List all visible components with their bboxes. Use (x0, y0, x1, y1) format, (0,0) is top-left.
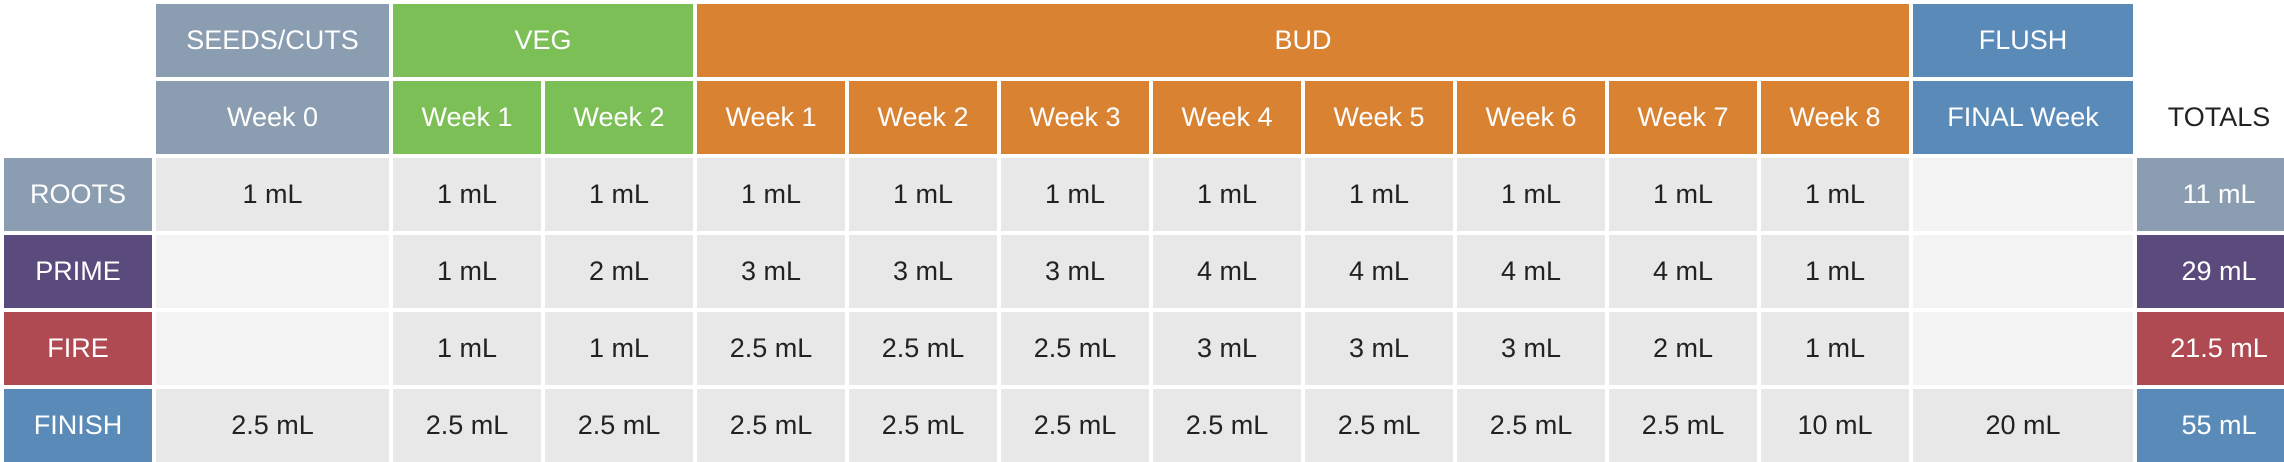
week-header: Week 1 (393, 81, 541, 154)
dose-cell: 2.5 mL (849, 312, 997, 385)
dose-cell (1913, 235, 2133, 308)
dose-cell: 2.5 mL (545, 389, 693, 462)
dose-cell: 2.5 mL (393, 389, 541, 462)
dose-cell: 2.5 mL (697, 389, 845, 462)
dose-cell: 1 mL (545, 158, 693, 231)
dose-cell: 2.5 mL (849, 389, 997, 462)
dose-cell: 1 mL (697, 158, 845, 231)
row-label-fire: FIRE (4, 312, 152, 385)
dose-cell: 1 mL (849, 158, 997, 231)
week-header: Week 6 (1457, 81, 1605, 154)
dose-cell: 2.5 mL (1457, 389, 1605, 462)
dose-cell: 1 mL (1457, 158, 1605, 231)
totals-header: TOTALS (2167, 102, 2271, 132)
dose-cell: 1 mL (1609, 158, 1757, 231)
dose-cell: 2.5 mL (1609, 389, 1757, 462)
week-header: Week 3 (1001, 81, 1149, 154)
dose-cell: 1 mL (1761, 235, 1909, 308)
dose-cell: 3 mL (697, 235, 845, 308)
dose-cell (156, 235, 389, 308)
week-header: Week 0 (156, 81, 389, 154)
dose-cell: 1 mL (393, 158, 541, 231)
week-header: Week 8 (1761, 81, 1909, 154)
dose-cell: 2 mL (1609, 312, 1757, 385)
row-total-prime: 29 mL (2137, 235, 2284, 308)
dose-cell: 2.5 mL (1305, 389, 1453, 462)
dose-cell (1913, 158, 2133, 231)
phase-header-flush: FLUSH (1913, 4, 2133, 77)
dose-cell: 4 mL (1457, 235, 1605, 308)
dose-cell: 2.5 mL (1153, 389, 1301, 462)
week-header: Week 5 (1305, 81, 1453, 154)
dose-cell: 1 mL (393, 235, 541, 308)
dose-cell: 1 mL (1001, 158, 1149, 231)
dose-cell: 1 mL (1153, 158, 1301, 231)
dose-cell (156, 312, 389, 385)
row-total-finish: 55 mL (2137, 389, 2284, 462)
phase-header-veg: VEG (393, 4, 693, 77)
dose-cell: 4 mL (1305, 235, 1453, 308)
dose-cell: 3 mL (1305, 312, 1453, 385)
dose-cell: 3 mL (1001, 235, 1149, 308)
dose-cell: 3 mL (1153, 312, 1301, 385)
row-label-roots: ROOTS (4, 158, 152, 231)
week-header: Week 1 (697, 81, 845, 154)
dose-cell: 2.5 mL (1001, 389, 1149, 462)
dose-cell: 3 mL (1457, 312, 1605, 385)
row-total-roots: 11 mL (2137, 158, 2284, 231)
week-header: Week 4 (1153, 81, 1301, 154)
dose-cell: 2.5 mL (156, 389, 389, 462)
dose-cell: 1 mL (545, 312, 693, 385)
dose-cell: 20 mL (1913, 389, 2133, 462)
dose-cell: 2.5 mL (697, 312, 845, 385)
row-total-fire: 21.5 mL (2137, 312, 2284, 385)
dose-cell: 10 mL (1761, 389, 1909, 462)
feeding-schedule-table: SEEDS/CUTS VEG BUD FLUSH Week 0 Week 1 W… (4, 4, 2284, 462)
dose-cell: 2.5 mL (1001, 312, 1149, 385)
phase-header-seeds-cuts: SEEDS/CUTS (156, 4, 389, 77)
row-label-finish: FINISH (4, 389, 152, 462)
week-header: Week 2 (849, 81, 997, 154)
row-label-prime: PRIME (4, 235, 152, 308)
dose-cell: 1 mL (393, 312, 541, 385)
dose-cell: 1 mL (1761, 312, 1909, 385)
phase-header-bud: BUD (697, 4, 1909, 77)
dose-cell: 3 mL (849, 235, 997, 308)
week-header: Week 2 (545, 81, 693, 154)
dose-cell: 1 mL (1305, 158, 1453, 231)
dose-cell: 4 mL (1153, 235, 1301, 308)
dose-cell: 1 mL (156, 158, 389, 231)
dose-cell (1913, 312, 2133, 385)
dose-cell: 2 mL (545, 235, 693, 308)
dose-cell: 1 mL (1761, 158, 1909, 231)
week-header: FINAL Week (1913, 81, 2133, 154)
dose-cell: 4 mL (1609, 235, 1757, 308)
week-header: Week 7 (1609, 81, 1757, 154)
